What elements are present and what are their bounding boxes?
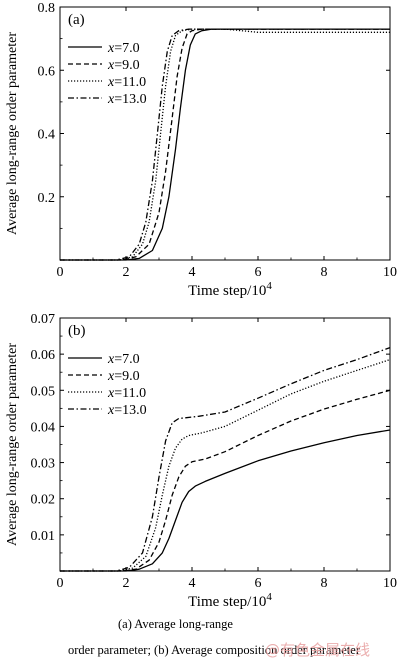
x-tick-label: 8 <box>321 265 328 280</box>
legend-var: x <box>107 403 115 418</box>
x-axis-label: Time step/104 <box>188 591 272 610</box>
panel-label: (b) <box>68 323 86 339</box>
y-tick-label: 0.2 <box>38 191 56 206</box>
y-tick-label: 0.4 <box>38 128 56 143</box>
legend-var: x <box>107 58 115 73</box>
y-axis-label: Average long-range order parameter <box>5 32 20 235</box>
caption-line-2: order parameter; (b) Average composition… <box>68 643 360 657</box>
x-axis-label-text: Time step/10 <box>188 283 266 299</box>
series-line-0 <box>60 429 391 572</box>
y-tick-label: 0.6 <box>38 64 56 79</box>
x-tick-label: 10 <box>383 576 397 591</box>
legend-value: =7.0 <box>114 41 139 56</box>
legend-value: =13.0 <box>114 92 146 107</box>
x-tick-label: 0 <box>57 576 64 591</box>
legend-value: =9.0 <box>114 58 139 73</box>
series-line-1 <box>60 28 390 261</box>
legend-entry-0: x=7.0 <box>107 41 140 56</box>
legend-var: x <box>107 369 115 384</box>
x-tick-label: 2 <box>123 576 130 591</box>
y-tick-label: 0.06 <box>31 348 56 363</box>
legend-value: =7.0 <box>114 352 139 367</box>
x-axis-label-exponent: 4 <box>266 591 272 603</box>
legend-entry-1: x=9.0 <box>107 369 140 384</box>
x-tick-label: 4 <box>189 576 196 591</box>
legend-var: x <box>107 92 115 107</box>
x-axis-label-text: Time step/10 <box>188 594 266 610</box>
legend-entry-1: x=9.0 <box>107 58 140 73</box>
legend-entry-2: x=11.0 <box>107 75 146 90</box>
legend-value: =11.0 <box>114 75 146 90</box>
legend-var: x <box>107 41 115 56</box>
series-line-1 <box>60 389 391 572</box>
x-tick-label: 4 <box>189 265 196 280</box>
legend-entry-0: x=7.0 <box>107 352 140 367</box>
x-tick-label: 0 <box>57 265 64 280</box>
legend-var: x <box>107 386 115 401</box>
watermark: @有色金属在线 <box>264 641 370 659</box>
caption-line-1: (a) Average long-range <box>118 617 233 631</box>
legend-var: x <box>107 352 115 367</box>
panel-label: (a) <box>68 12 85 28</box>
legend-var: x <box>107 75 115 90</box>
x-tick-label: 6 <box>255 576 262 591</box>
x-axis-label: Time step/104 <box>188 280 272 299</box>
legend-entry-2: x=11.0 <box>107 386 146 401</box>
legend-value: =11.0 <box>114 386 146 401</box>
legend-value: =9.0 <box>114 369 139 384</box>
x-tick-label: 6 <box>255 265 262 280</box>
x-tick-label: 2 <box>123 265 130 280</box>
y-tick-label: 0.07 <box>31 312 56 327</box>
y-tick-label: 0.05 <box>31 384 56 399</box>
x-tick-label: 10 <box>383 265 397 280</box>
y-tick-label: 0.8 <box>38 1 56 16</box>
y-tick-label: 0.04 <box>31 420 56 435</box>
y-tick-label: 0.03 <box>31 457 56 472</box>
series-line-2 <box>60 358 391 572</box>
series-line-3 <box>60 28 390 261</box>
y-axis-label: Average long-range order parameter <box>5 343 20 546</box>
x-tick-label: 8 <box>321 576 328 591</box>
x-axis-label-exponent: 4 <box>266 280 272 292</box>
y-tick-label: 0.01 <box>31 529 56 544</box>
y-tick-label: 0.02 <box>31 493 56 508</box>
legend-entry-3: x=13.0 <box>107 403 147 418</box>
chart-panel-b: 0 2 4 6 8 100.010.020.030.040.050.060.07Time … <box>5 312 397 610</box>
legend-entry-3: x=13.0 <box>107 92 147 107</box>
legend-value: =13.0 <box>114 403 146 418</box>
